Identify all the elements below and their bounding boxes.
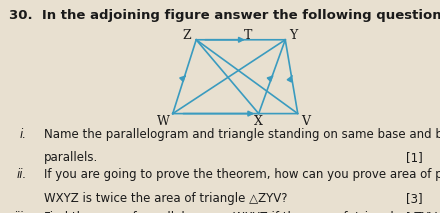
Text: T: T	[244, 29, 252, 42]
Text: Z: Z	[183, 29, 191, 42]
Text: WXYZ is twice the area of triangle △ZYV?: WXYZ is twice the area of triangle △ZYV?	[44, 192, 287, 205]
Text: parallels.: parallels.	[44, 151, 98, 164]
Text: [1]: [1]	[406, 211, 422, 213]
Text: If you are going to prove the theorem, how can you prove area of parallelogram: If you are going to prove the theorem, h…	[44, 168, 440, 181]
Text: ii.: ii.	[17, 168, 27, 181]
Text: X: X	[254, 115, 263, 128]
Text: W: W	[157, 115, 170, 128]
Text: Name the parallelogram and triangle standing on same base and between same: Name the parallelogram and triangle stan…	[44, 128, 440, 141]
Text: Find the area of parallelograms WXYZ if the area of  triangle △ZYV is 30cm².: Find the area of parallelograms WXYZ if …	[44, 211, 440, 213]
Text: iii.: iii.	[13, 211, 27, 213]
Text: i.: i.	[20, 128, 27, 141]
Text: [3]: [3]	[406, 192, 422, 205]
Text: V: V	[301, 115, 310, 128]
Text: Y: Y	[289, 29, 297, 42]
Text: 30.  In the adjoining figure answer the following questions.: 30. In the adjoining figure answer the f…	[9, 9, 440, 22]
Text: [1]: [1]	[406, 151, 422, 164]
